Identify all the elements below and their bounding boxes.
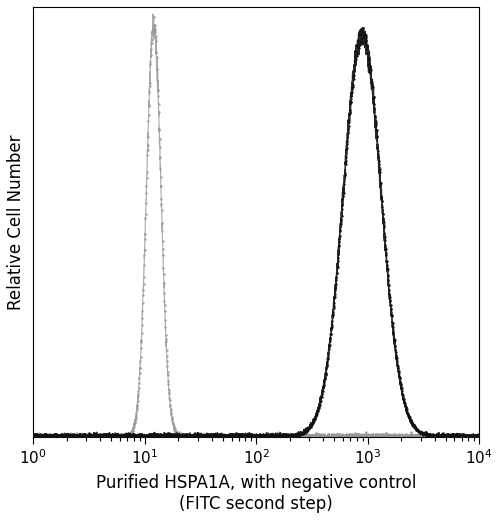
X-axis label: Purified HSPA1A, with negative control
(FITC second step): Purified HSPA1A, with negative control (… [96,474,416,513]
Y-axis label: Relative Cell Number: Relative Cell Number [7,134,25,309]
